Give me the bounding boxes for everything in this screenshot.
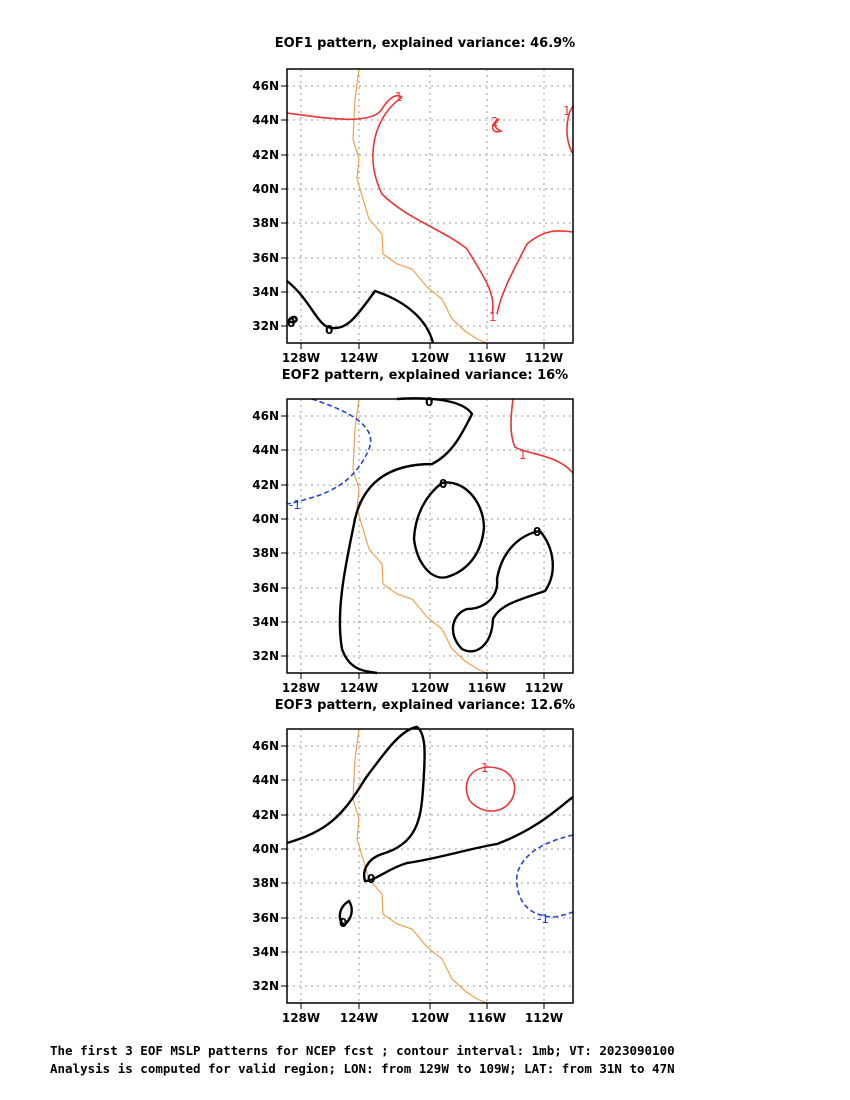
lat-tick: 42N (252, 148, 279, 162)
lat-tick: 40N (252, 512, 279, 526)
eof2-map: 1 -1 0 0 0 46N 44N 42N 40N 38N 36N 34N 3… (252, 395, 574, 695)
lat-tick: 32N (252, 979, 279, 993)
lon-tick: 120W (411, 681, 449, 695)
lat-tick: 46N (252, 409, 279, 423)
panel-2-title: EOF2 pattern, explained variance: 16% (281, 368, 569, 383)
contour-label: 0 (287, 316, 295, 330)
lat-tick: 36N (252, 581, 279, 595)
lon-tick: 120W (411, 351, 449, 365)
lat-tick: 34N (252, 945, 279, 959)
lon-tick: 116W (468, 681, 506, 695)
lat-tick: 42N (252, 808, 279, 822)
contour-label: -1 (289, 498, 301, 512)
contour-label: 0 (339, 916, 347, 930)
lat-tick: 38N (252, 216, 279, 230)
lon-tick: 116W (468, 1011, 506, 1025)
lat-tick: 32N (252, 319, 279, 333)
contour-label: 1 (481, 761, 489, 775)
lon-tick: 128W (282, 351, 320, 365)
lat-tick: 36N (252, 251, 279, 265)
map-frame (286, 728, 574, 1004)
lat-tick: 34N (252, 285, 279, 299)
panel-1-title: EOF1 pattern, explained variance: 46.9% (274, 36, 576, 51)
coastline (352, 398, 488, 674)
lon-tick: 112W (525, 1011, 563, 1025)
contour-label: 0 (425, 395, 433, 409)
lon-tick: 112W (525, 681, 563, 695)
eof3-map: 1 -1 0 0 46N 44N 42N 40N 38N 36N 34N 32N… (252, 725, 574, 1025)
contour-label: -1 (537, 912, 549, 926)
contour-label: 1 (563, 104, 571, 118)
contour-label: 0 (367, 872, 375, 886)
lon-tick: 120W (411, 1011, 449, 1025)
lon-tick: 116W (468, 351, 506, 365)
map-frame (286, 398, 574, 674)
lon-tick: 128W (282, 1011, 320, 1025)
lat-tick: 42N (252, 478, 279, 492)
lat-tick: 44N (252, 443, 279, 457)
lat-tick: 38N (252, 876, 279, 890)
lon-tick: 124W (340, 1011, 378, 1025)
contour-label: 0 (533, 525, 541, 539)
caption-line-2: Analysis is computed for valid region; L… (50, 1061, 675, 1076)
lat-tick: 44N (252, 113, 279, 127)
lat-tick: 46N (252, 739, 279, 753)
contour-label: 1 (489, 310, 497, 324)
lat-tick: 32N (252, 649, 279, 663)
caption-line-1: The first 3 EOF MSLP patterns for NCEP f… (50, 1043, 675, 1058)
coastline (352, 728, 488, 1004)
lat-tick: 40N (252, 842, 279, 856)
eof1-map: 1 2 1 1 0 0 46N 44N 42N 40N 38N 36N 34N … (252, 68, 574, 365)
lon-tick: 124W (340, 351, 378, 365)
lat-tick: 34N (252, 615, 279, 629)
lon-tick: 124W (340, 681, 378, 695)
contour-label: 2 (491, 115, 499, 129)
lat-tick: 38N (252, 546, 279, 560)
contour-label: 1 (395, 90, 403, 104)
panel-3-title: EOF3 pattern, explained variance: 12.6% (274, 698, 576, 713)
contour-label: 1 (519, 448, 527, 462)
lon-tick: 128W (282, 681, 320, 695)
lat-tick: 40N (252, 182, 279, 196)
contour-label: 0 (325, 323, 333, 337)
lat-tick: 46N (252, 79, 279, 93)
lat-tick: 44N (252, 773, 279, 787)
coastline (352, 68, 488, 344)
contour-label: 0 (439, 477, 447, 491)
lat-tick: 36N (252, 911, 279, 925)
map-frame (286, 68, 574, 344)
lon-tick: 112W (525, 351, 563, 365)
